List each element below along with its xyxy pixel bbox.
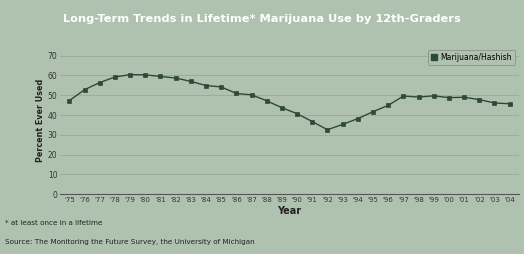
X-axis label: Year: Year	[277, 206, 302, 216]
Text: Long-Term Trends in Lifetime* Marijuana Use by 12th-Graders: Long-Term Trends in Lifetime* Marijuana …	[63, 14, 461, 24]
Legend: Marijuana/Hashish: Marijuana/Hashish	[428, 50, 515, 65]
Y-axis label: Percent Ever Used: Percent Ever Used	[36, 78, 45, 162]
Text: Source: The Monitoring the Future Survey, the University of Michigan: Source: The Monitoring the Future Survey…	[5, 239, 255, 245]
Text: * at least once in a lifetime: * at least once in a lifetime	[5, 220, 103, 226]
